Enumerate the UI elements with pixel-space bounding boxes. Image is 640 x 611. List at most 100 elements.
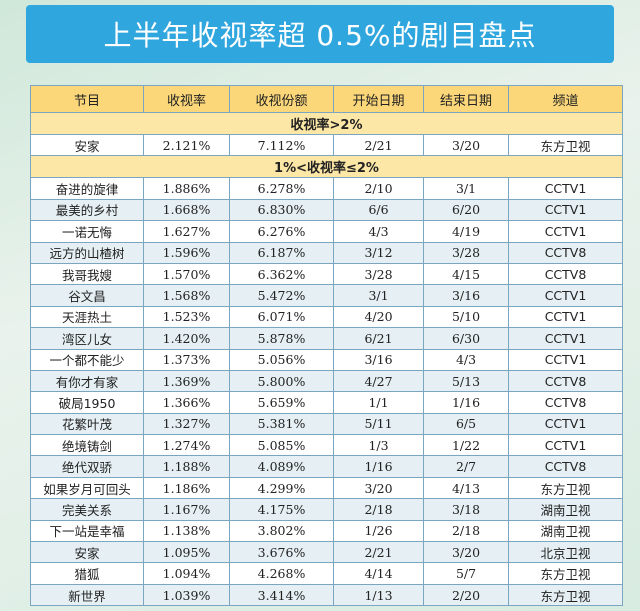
cell-channel: 东方卫视: [508, 583, 623, 607]
cell-channel: CCTV8: [508, 455, 623, 478]
table-row: 安家 2.121% 7.112% 2/21 3/20 东方卫视: [30, 133, 623, 157]
cell-rating: 1.188%: [143, 455, 230, 478]
cell-end-date: 3/18: [423, 498, 509, 521]
cell-share: 5.800%: [229, 369, 334, 393]
cell-share: 4.089%: [229, 455, 334, 478]
cell-rating: 1.274%: [143, 434, 230, 457]
cell-channel: CCTV8: [508, 262, 623, 286]
cell-program: 安家: [30, 541, 144, 564]
table-row: 新世界 1.039% 3.414% 1/13 2/20 东方卫视: [30, 583, 623, 607]
cell-rating: 1.373%: [143, 348, 230, 371]
cell-channel: 东方卫视: [508, 476, 623, 500]
cell-share: 6.071%: [229, 305, 334, 329]
cell-share: 3.676%: [229, 541, 334, 564]
cell-rating: 1.596%: [143, 241, 230, 264]
table-row: 绝境铸剑 1.274% 5.085% 1/3 1/22 CCTV1: [30, 434, 623, 457]
cell-share: 4.299%: [229, 476, 334, 500]
section-header-row: 收视率>2%: [30, 112, 623, 135]
cell-share: 3.414%: [229, 583, 334, 607]
table-row: 我哥我嫂 1.570% 6.362% 3/28 4/15 CCTV8: [30, 262, 623, 286]
table-row: 奋进的旋律 1.886% 6.278% 2/10 3/1 CCTV1: [30, 177, 623, 200]
ratings-table-container: 节目 收视率 收视份额 开始日期 结束日期 频道 收视率>2% 安家 2.121% 7…: [30, 85, 623, 607]
cell-channel: CCTV1: [508, 327, 623, 350]
cell-program: 最美的乡村: [30, 198, 144, 222]
section-header-row: 1%<收视率≤2%: [30, 155, 623, 179]
table-row: 一诺无悔 1.627% 6.276% 4/3 4/19 CCTV1: [30, 220, 623, 243]
header-start-date: 开始日期: [333, 85, 424, 113]
cell-share: 7.112%: [229, 133, 334, 157]
cell-end-date: 6/20: [423, 198, 509, 222]
cell-channel: CCTV1: [508, 412, 623, 436]
header-end-date: 结束日期: [423, 85, 509, 113]
cell-rating: 1.420%: [143, 327, 230, 350]
page-title: 上半年收视率超 0.5%的剧目盘点: [103, 19, 537, 52]
header-rating: 收视率: [143, 85, 230, 113]
cell-channel: 北京卫视: [508, 541, 623, 564]
cell-share: 5.085%: [229, 434, 334, 457]
cell-start-date: 4/27: [333, 369, 424, 393]
cell-share: 6.278%: [229, 177, 334, 200]
cell-rating: 1.094%: [143, 562, 230, 585]
header-channel: 频道: [508, 85, 623, 113]
table-row: 一个都不能少 1.373% 5.056% 3/16 4/3 CCTV1: [30, 348, 623, 371]
cell-start-date: 3/1: [333, 284, 424, 307]
cell-channel: CCTV1: [508, 348, 623, 371]
cell-share: 3.802%: [229, 519, 334, 543]
cell-program: 绝代双骄: [30, 455, 144, 478]
cell-rating: 1.886%: [143, 177, 230, 200]
cell-rating: 1.366%: [143, 391, 230, 414]
cell-share: 5.381%: [229, 412, 334, 436]
cell-rating: 1.668%: [143, 198, 230, 222]
cell-end-date: 5/7: [423, 562, 509, 585]
cell-end-date: 2/7: [423, 455, 509, 478]
cell-program: 猎狐: [30, 562, 144, 585]
cell-start-date: 2/21: [333, 541, 424, 564]
cell-end-date: 5/10: [423, 305, 509, 329]
cell-channel: CCTV1: [508, 177, 623, 200]
header-program: 节目: [30, 85, 144, 113]
cell-start-date: 1/1: [333, 391, 424, 414]
cell-program: 我哥我嫂: [30, 262, 144, 286]
cell-rating: 1.369%: [143, 369, 230, 393]
cell-start-date: 3/16: [333, 348, 424, 371]
header-share: 收视份额: [229, 85, 334, 113]
cell-channel: 湖南卫视: [508, 519, 623, 543]
cell-end-date: 3/20: [423, 541, 509, 564]
cell-share: 5.659%: [229, 391, 334, 414]
cell-end-date: 1/16: [423, 391, 509, 414]
table-body: 收视率>2% 安家 2.121% 7.112% 2/21 3/20 东方卫视 1%<收视率≤2…: [30, 112, 623, 607]
cell-channel: CCTV1: [508, 305, 623, 329]
cell-program: 破局1950: [30, 391, 144, 414]
cell-start-date: 3/28: [333, 262, 424, 286]
cell-rating: 1.186%: [143, 476, 230, 500]
cell-end-date: 4/15: [423, 262, 509, 286]
cell-rating: 2.121%: [143, 133, 230, 157]
cell-program: 奋进的旋律: [30, 177, 144, 200]
cell-share: 4.175%: [229, 498, 334, 521]
cell-rating: 1.568%: [143, 284, 230, 307]
section-label: 1%<收视率≤2%: [30, 155, 623, 179]
table-row: 有你才有家 1.369% 5.800% 4/27 5/13 CCTV8: [30, 369, 623, 393]
cell-start-date: 4/3: [333, 220, 424, 243]
cell-rating: 1.627%: [143, 220, 230, 243]
cell-share: 6.830%: [229, 198, 334, 222]
cell-start-date: 4/14: [333, 562, 424, 585]
table-row: 破局1950 1.366% 5.659% 1/1 1/16 CCTV8: [30, 391, 623, 414]
cell-end-date: 4/13: [423, 476, 509, 500]
table-row: 花繁叶茂 1.327% 5.381% 5/11 6/5 CCTV1: [30, 412, 623, 436]
cell-start-date: 2/10: [333, 177, 424, 200]
section-label: 收视率>2%: [30, 112, 623, 135]
cell-start-date: 6/21: [333, 327, 424, 350]
table-row: 远方的山楂树 1.596% 6.187% 3/12 3/28 CCTV8: [30, 241, 623, 264]
table-row: 天涯热土 1.523% 6.071% 4/20 5/10 CCTV1: [30, 305, 623, 329]
cell-end-date: 3/28: [423, 241, 509, 264]
cell-program: 天涯热土: [30, 305, 144, 329]
cell-share: 5.878%: [229, 327, 334, 350]
cell-end-date: 3/20: [423, 133, 509, 157]
cell-start-date: 2/21: [333, 133, 424, 157]
cell-end-date: 4/19: [423, 220, 509, 243]
cell-share: 6.276%: [229, 220, 334, 243]
cell-program: 安家: [30, 133, 144, 157]
cell-channel: 湖南卫视: [508, 498, 623, 521]
cell-start-date: 1/13: [333, 583, 424, 607]
